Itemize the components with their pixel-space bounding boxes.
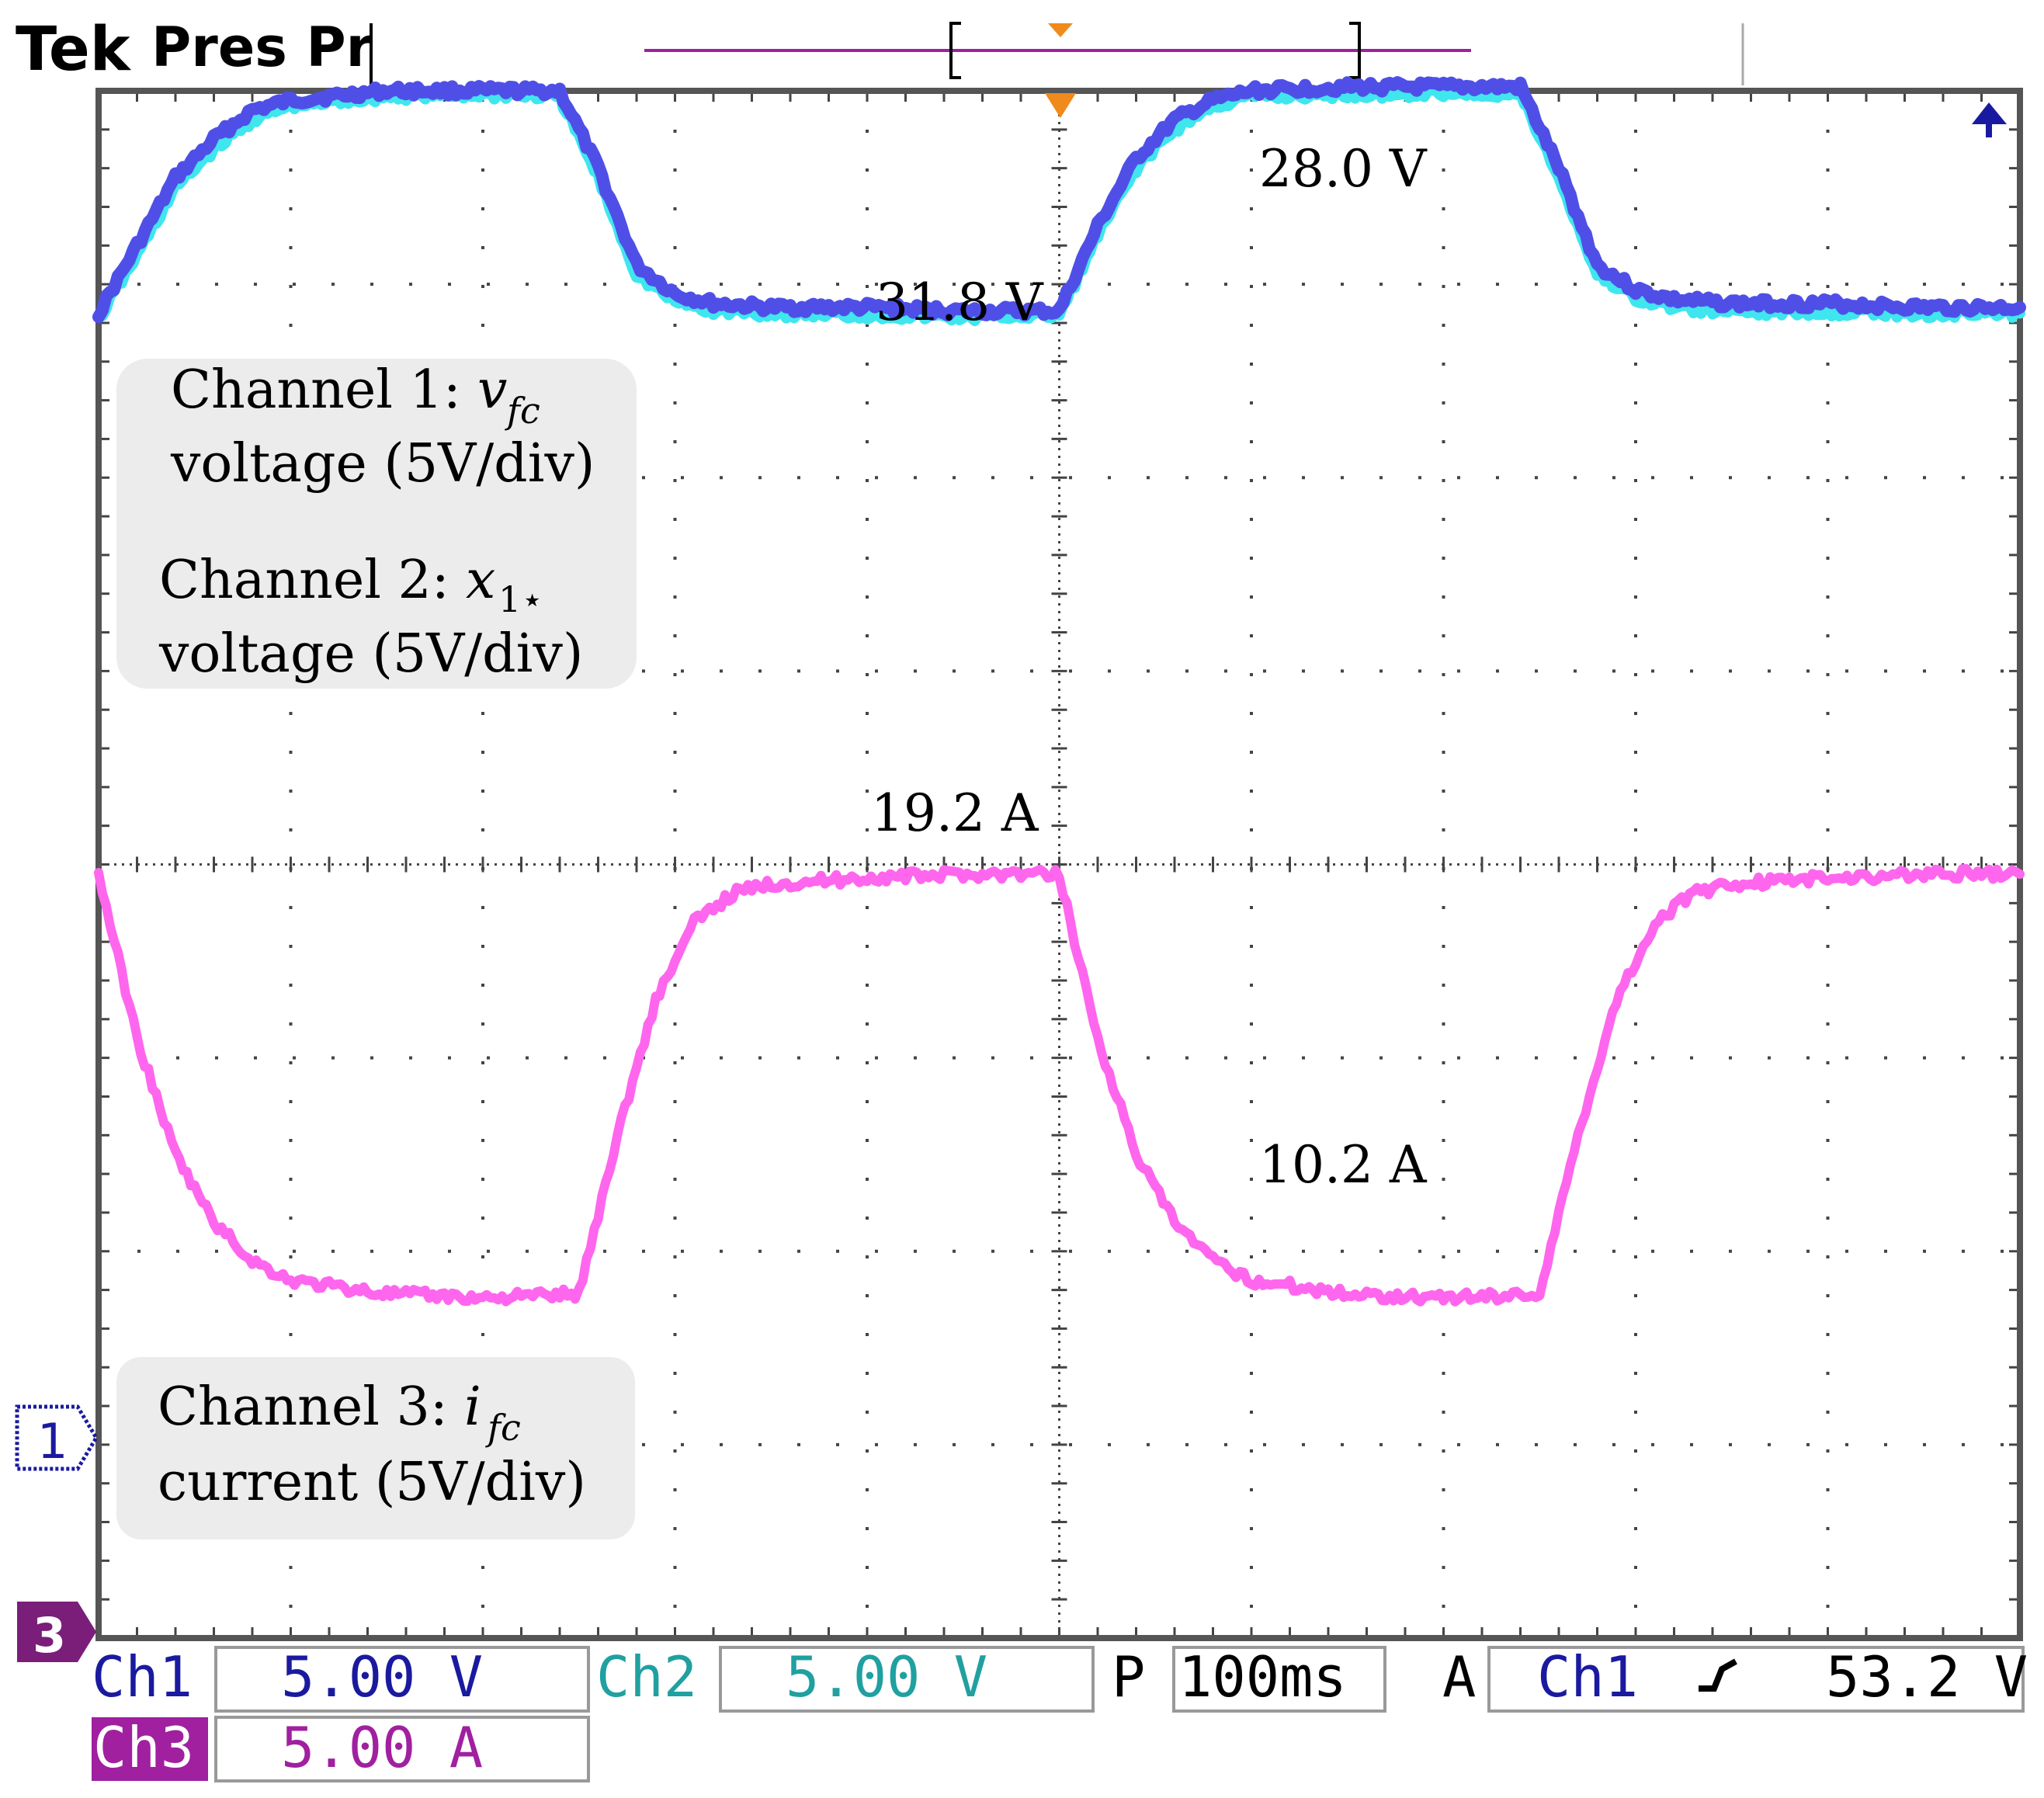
annotation-i-high: 19.2 A <box>871 783 1039 843</box>
annotation-i-low: 10.2 A <box>1259 1135 1428 1195</box>
ch3-label-bg <box>92 1717 208 1781</box>
legend-ch3-title: Channel 3: <box>158 1376 448 1438</box>
legend-voltage-box <box>116 359 637 689</box>
legend-ch3-var-sub: fc <box>485 1407 521 1449</box>
ch2-label: Ch2 <box>596 1644 697 1709</box>
trigger-level: 53.2 V <box>1826 1644 2028 1709</box>
legend-ch3-desc: current (5V/div) <box>158 1452 586 1513</box>
ch3-reference-marker[interactable]: 3 <box>17 1602 96 1664</box>
record-trigger-icon <box>1048 23 1073 37</box>
legend-ch1-title: Channel 1: <box>171 359 461 421</box>
ch1-scale-value: 5.00 V <box>281 1644 483 1709</box>
legend-ch1-var: v <box>477 359 507 421</box>
legend-ch2-var-sub: 1⋆ <box>498 578 543 620</box>
legend-ch2-title: Channel 2: <box>159 550 449 611</box>
brand-label: Tek <box>16 15 132 85</box>
ch2-scale-value: 5.00 V <box>786 1644 987 1709</box>
legend-ch2-desc: voltage (5V/div) <box>158 623 583 685</box>
legend-ch1-desc: voltage (5V/div) <box>170 433 595 495</box>
legend-current-box <box>116 1357 635 1539</box>
rising-edge-icon <box>1699 1658 1737 1692</box>
ch1-label: Ch1 <box>92 1644 193 1709</box>
graticule-frame <box>95 88 2023 1641</box>
status-bar: Ch1 5.00 V Ch2 5.00 V P 100ms A Ch1 53.2… <box>92 1644 2028 1713</box>
mode-label: Pres Pr <box>151 16 373 79</box>
annotation-v-high: 28.0 V <box>1259 139 1428 199</box>
legend-ch1-var-sub: fc <box>505 390 540 432</box>
ch1-reference-label: 1 <box>37 1413 68 1470</box>
trigger-source: Ch1 <box>1537 1644 1638 1709</box>
ch3-scale-value: 5.00 A <box>281 1715 483 1780</box>
trigger-position-icon[interactable] <box>1045 93 1076 118</box>
timebase-value: 100ms <box>1178 1644 1347 1709</box>
ch3-label: Ch3 <box>93 1715 194 1780</box>
trigger-level-icon[interactable] <box>1972 102 2007 137</box>
status-bar-row2: Ch3 5.00 A <box>92 1715 590 1782</box>
ch3-trace <box>94 864 2025 1307</box>
legend-ch3-var: i <box>464 1376 481 1438</box>
p-label: P <box>1112 1644 1145 1709</box>
ch1-scale-box <box>214 1646 590 1713</box>
ch1-trace <box>92 76 2026 324</box>
waveforms <box>92 76 2026 1307</box>
annotation-v-low: 31.8 V <box>876 272 1044 332</box>
ch3-reference-label: 3 <box>33 1607 66 1664</box>
ch2-scale-box <box>719 1646 1095 1713</box>
a-label: A <box>1442 1644 1476 1709</box>
trigger-box <box>1487 1646 2025 1713</box>
legend-ch2-var: x <box>466 550 495 611</box>
record-length-bar <box>644 22 1471 79</box>
timebase-box <box>1172 1646 1386 1713</box>
legend-voltage: Channel 1: v fc voltage (5V/div) Channel… <box>116 359 637 689</box>
ch3-scale-box <box>214 1716 590 1782</box>
ch1-reference-marker[interactable]: 1 <box>15 1404 99 1471</box>
legend-current: Channel 3: i fc current (5V/div) <box>116 1357 635 1539</box>
